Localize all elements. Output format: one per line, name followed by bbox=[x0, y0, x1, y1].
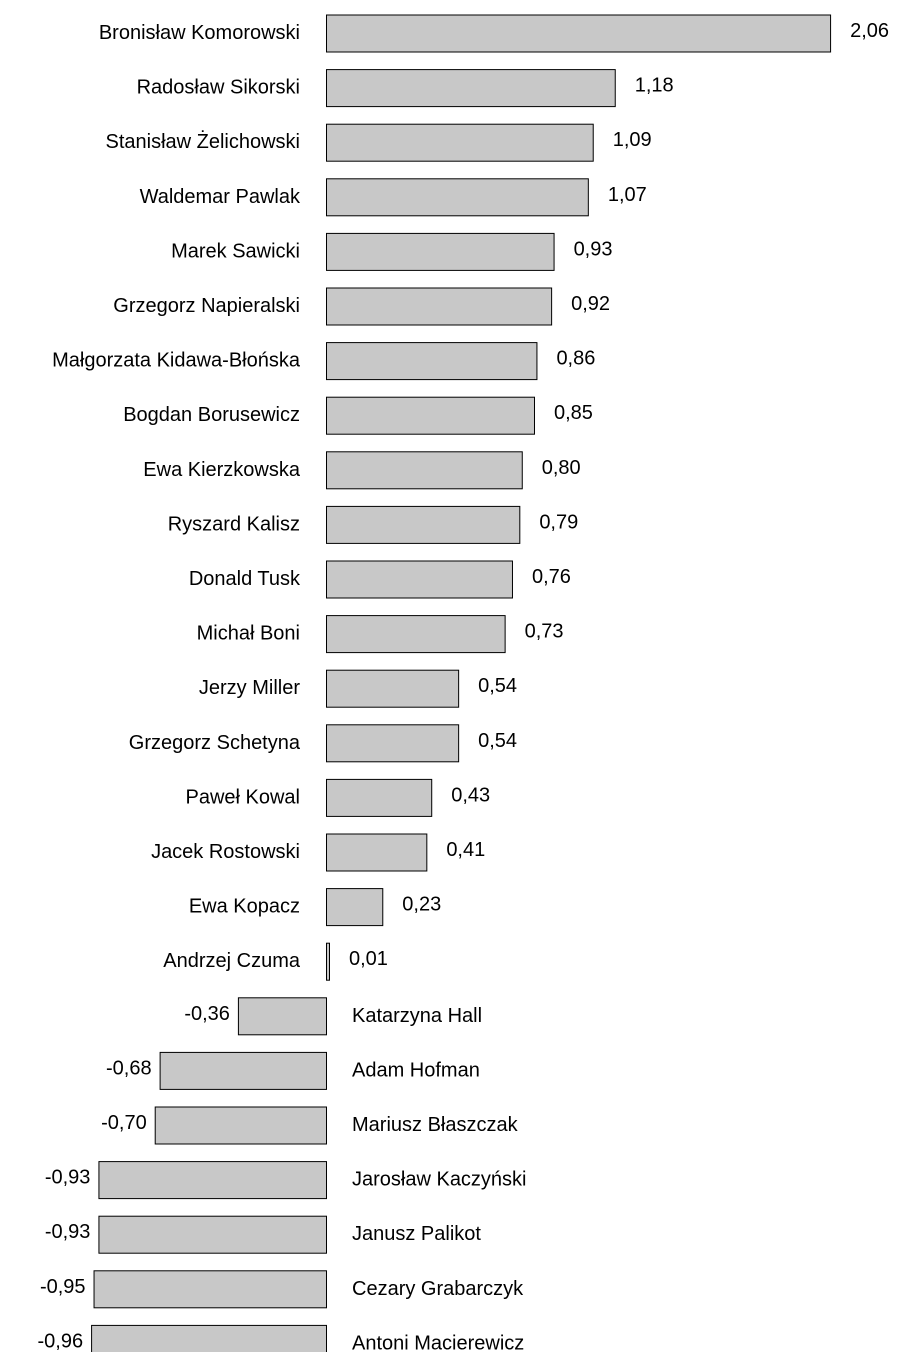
category-label: Donald Tusk bbox=[189, 568, 301, 590]
bar bbox=[93, 1270, 327, 1309]
bar bbox=[326, 669, 460, 708]
bar bbox=[326, 560, 513, 599]
value-label: 2,06 bbox=[850, 20, 889, 42]
value-label: 0,23 bbox=[402, 894, 441, 916]
value-label: -0,70 bbox=[101, 1112, 147, 1134]
bar bbox=[326, 342, 538, 381]
value-label: 0,85 bbox=[554, 402, 593, 424]
bar bbox=[326, 942, 330, 981]
bar bbox=[91, 1324, 327, 1357]
category-label: Małgorzata Kidawa-Błońska bbox=[52, 350, 301, 372]
bar bbox=[326, 396, 535, 435]
value-label: 0,54 bbox=[478, 730, 517, 752]
value-label: 1,07 bbox=[608, 184, 647, 206]
value-label: 1,09 bbox=[613, 129, 652, 151]
bar bbox=[159, 1051, 327, 1090]
value-label: -0,93 bbox=[45, 1167, 91, 1189]
value-label: 0,86 bbox=[556, 348, 595, 370]
value-label: 0,41 bbox=[446, 839, 485, 861]
value-label: 1,18 bbox=[635, 75, 674, 97]
category-label: Bronisław Komorowski bbox=[99, 22, 300, 44]
category-label: Katarzyna Hall bbox=[352, 1005, 482, 1027]
bar bbox=[326, 833, 428, 872]
category-label: Grzegorz Napieralski bbox=[113, 295, 300, 317]
category-label: Ryszard Kalisz bbox=[168, 513, 300, 535]
value-label: -0,93 bbox=[45, 1221, 91, 1243]
bar bbox=[326, 123, 594, 162]
value-label: 0,43 bbox=[451, 784, 490, 806]
value-label: -0,68 bbox=[106, 1057, 152, 1079]
category-label: Jacek Rostowski bbox=[151, 841, 300, 863]
category-label: Stanisław Żelichowski bbox=[105, 130, 300, 153]
bar bbox=[326, 505, 521, 544]
bar bbox=[326, 14, 832, 53]
value-label: -0,95 bbox=[40, 1276, 86, 1298]
category-label: Mariusz Błaszczak bbox=[352, 1114, 519, 1136]
category-label: Michał Boni bbox=[197, 623, 300, 645]
category-label: Radosław Sikorski bbox=[137, 77, 300, 99]
value-label: 0,76 bbox=[532, 566, 571, 588]
bar bbox=[326, 287, 553, 326]
category-label: Jerzy Miller bbox=[199, 677, 300, 699]
category-label: Waldemar Pawlak bbox=[140, 186, 301, 208]
value-label: -0,36 bbox=[184, 1003, 230, 1025]
value-label: 0,54 bbox=[478, 675, 517, 697]
bar bbox=[154, 1106, 327, 1145]
value-label: 0,01 bbox=[349, 948, 388, 970]
category-label: Janusz Palikot bbox=[352, 1223, 481, 1245]
value-label: 0,93 bbox=[574, 238, 613, 260]
category-label: Ewa Kierzkowska bbox=[143, 459, 301, 481]
bar bbox=[326, 232, 555, 271]
category-label: Ewa Kopacz bbox=[189, 896, 300, 918]
value-label: 0,73 bbox=[525, 621, 564, 643]
category-label: Jarosław Kaczyński bbox=[352, 1169, 527, 1191]
bar bbox=[326, 178, 589, 217]
value-label: -0,96 bbox=[37, 1330, 83, 1352]
value-label: 0,80 bbox=[542, 457, 581, 479]
bar bbox=[326, 778, 433, 817]
bar bbox=[326, 615, 506, 654]
category-label: Adam Hofman bbox=[352, 1059, 480, 1081]
bar bbox=[237, 997, 328, 1036]
category-label: Paweł Kowal bbox=[185, 786, 300, 808]
category-label: Antoni Macierewicz bbox=[352, 1332, 524, 1352]
value-label: 0,92 bbox=[571, 293, 610, 315]
category-label: Marek Sawicki bbox=[171, 240, 300, 262]
bar bbox=[326, 724, 460, 763]
bar bbox=[98, 1161, 327, 1200]
bar bbox=[326, 451, 523, 490]
category-label: Cezary Grabarczyk bbox=[352, 1278, 524, 1300]
bar bbox=[326, 69, 616, 108]
value-label: 0,79 bbox=[539, 511, 578, 533]
bar bbox=[326, 888, 384, 927]
category-label: Andrzej Czuma bbox=[163, 950, 301, 972]
labels-layer: Bronisław Komorowski 2,06 Radosław Sikorsk… bbox=[37, 20, 889, 1354]
category-label: Grzegorz Schetyna bbox=[129, 732, 301, 754]
bar bbox=[98, 1215, 327, 1254]
category-label: Bogdan Borusewicz bbox=[123, 404, 300, 426]
